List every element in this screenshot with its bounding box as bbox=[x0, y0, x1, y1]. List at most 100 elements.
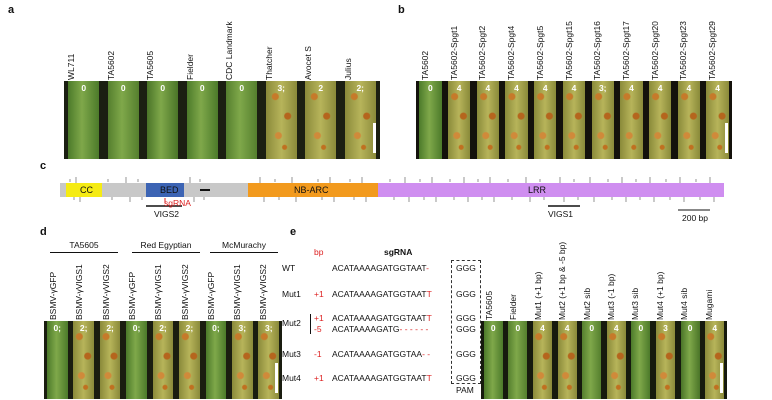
leaf-label: Fielder bbox=[184, 54, 195, 80]
infection-score: 4 bbox=[686, 83, 692, 93]
bp-header: bp bbox=[314, 247, 324, 257]
bed-domain bbox=[146, 183, 184, 197]
infection-score: 3 bbox=[663, 323, 668, 333]
bed-label: BED bbox=[160, 185, 179, 195]
leaf-label: TA5602-Spgt1 bbox=[448, 25, 459, 80]
leaf-segment: 4 bbox=[534, 81, 557, 159]
leaf-label: BSMV-γVIGS2 bbox=[179, 264, 190, 320]
infection-score: 0 bbox=[638, 323, 644, 333]
pam-sequence: GGG bbox=[456, 263, 476, 273]
scale-bar bbox=[373, 123, 376, 153]
scale-bar bbox=[725, 123, 728, 153]
mutant-name: Mut1 bbox=[282, 289, 301, 299]
leaf-label: TA5602-Spgt2 bbox=[477, 25, 488, 80]
group-label: TA5605 bbox=[69, 240, 99, 250]
leaf-label: TA5602-Spgt4 bbox=[506, 25, 517, 80]
leaf-segment: 0 bbox=[582, 321, 602, 399]
pam-label: PAM bbox=[456, 385, 474, 395]
panel-e-letter: e bbox=[290, 226, 297, 238]
group-label: McMurachy bbox=[222, 240, 266, 250]
infection-score: 0 bbox=[589, 323, 595, 333]
infection-score: 2 bbox=[318, 83, 324, 93]
pam-sequence: GGG bbox=[456, 313, 476, 323]
panel-b-letter: b bbox=[398, 4, 405, 16]
nbarc-domain bbox=[248, 183, 378, 197]
vigs1-label: VIGS1 bbox=[548, 209, 574, 219]
insertion: T bbox=[426, 313, 432, 323]
bp-change: +1 bbox=[314, 313, 324, 323]
leaf-label: Mut3 sib bbox=[630, 287, 641, 320]
infection-score: 4 bbox=[657, 83, 663, 93]
leaf-label: BSMV-γGFP bbox=[126, 271, 137, 320]
scale-bar bbox=[720, 363, 723, 393]
panel-a-letter: a bbox=[8, 4, 15, 16]
leaf-label: BSMV-γGFP bbox=[48, 271, 58, 320]
gene-structure-diagram bbox=[60, 177, 724, 211]
infection-score: 4 bbox=[571, 83, 577, 93]
infection-score: 3; bbox=[598, 83, 607, 93]
leaf-segment: 0 bbox=[483, 321, 503, 399]
leaf-segment: 0; bbox=[205, 321, 227, 399]
leaf-label: TA5605 bbox=[145, 50, 155, 80]
leaf-segment: 3; bbox=[232, 321, 253, 399]
infection-score: 3; bbox=[277, 83, 286, 93]
leaf-segment: 0 bbox=[68, 81, 100, 159]
leaf-segment: 4 bbox=[677, 81, 701, 159]
leaf-segment: 2; bbox=[152, 321, 174, 399]
leaf-segment: 3; bbox=[265, 81, 297, 159]
leaf-label: WL711 bbox=[66, 53, 76, 80]
leaf-segment: 4 bbox=[562, 81, 586, 159]
leaf-segment: 4 bbox=[705, 321, 725, 399]
leaf-segment: 0 bbox=[226, 81, 258, 159]
sgrna-label: sgRNA bbox=[164, 198, 191, 208]
infection-score: 3; bbox=[238, 323, 247, 333]
leaf-segment: 0 bbox=[508, 321, 528, 399]
infection-score: 0 bbox=[239, 83, 245, 93]
infection-score: 0 bbox=[515, 323, 521, 333]
pam-sequence: GGG bbox=[456, 324, 476, 334]
leaf-label: Thatcher bbox=[263, 46, 274, 80]
infection-score: 0; bbox=[53, 323, 61, 333]
infection-score: 4 bbox=[540, 323, 545, 333]
leaf-segment: 0 bbox=[186, 81, 218, 159]
lrr-domain bbox=[378, 183, 724, 197]
bp-change: -1 bbox=[314, 349, 322, 359]
leaf-label: TA5602 bbox=[105, 50, 116, 80]
panel-a-leaf-image: 0 0 0 0 0 3; 2 2; bbox=[64, 81, 380, 159]
leaf-label: CDC Landmark bbox=[224, 21, 234, 80]
panel-e-leaf-image: 0 0 4 4 0 4 0 3 0 4 bbox=[481, 321, 727, 399]
cc-label: CC bbox=[80, 185, 93, 195]
infection-score: 0 bbox=[81, 83, 87, 93]
infection-score: 4 bbox=[712, 323, 718, 333]
leaf-label: TA5602-Spgt29 bbox=[707, 21, 717, 80]
group-label: Red Egyptian bbox=[140, 240, 192, 250]
infection-score: 0 bbox=[160, 83, 166, 93]
sequence: ACATAAAAGATG- - - - - - bbox=[332, 324, 428, 334]
group-underline bbox=[50, 252, 118, 253]
leaf-label: Avocet S bbox=[303, 46, 313, 80]
leaf-segment: 4 bbox=[648, 81, 672, 159]
sequence-bases: ACATAAAAGATGGTAA bbox=[332, 349, 423, 359]
leaf-label: Julius bbox=[342, 58, 353, 80]
leaf-segment: 0; bbox=[126, 321, 147, 399]
sequence: ACATAAAAGATGGTAAT- bbox=[332, 263, 429, 273]
leaf-label: BSMV-γVIGS2 bbox=[258, 264, 269, 320]
leaf-segment: 4 bbox=[447, 81, 471, 159]
deletion-gap: - - bbox=[422, 349, 431, 359]
mutant-name: Mut2 bbox=[282, 318, 301, 328]
bp-change: -5 bbox=[314, 324, 322, 334]
insertion: T bbox=[426, 373, 432, 383]
leaf-label: BSMV-γVIGS1 bbox=[153, 264, 164, 320]
pam-sequence: GGG bbox=[456, 349, 476, 359]
leaf-segment: 0 bbox=[147, 81, 179, 159]
leaf-label: Mut4 (+1 bp) bbox=[654, 271, 665, 320]
sequence: ACATAAAAGATGGTAATT bbox=[332, 289, 432, 299]
leaf-label: BSMV-γVIGS1 bbox=[74, 264, 85, 320]
infection-score: 0 bbox=[199, 83, 205, 93]
deletion-gap: - - - - - - bbox=[399, 324, 429, 334]
deletion-gap: - bbox=[426, 263, 429, 273]
leaf-segment: 2 bbox=[305, 81, 337, 159]
panel-d-leaf-image: 0; 2; 2; 0; 2; 2; 0; 3; 3; bbox=[44, 321, 282, 399]
infection-score: 4 bbox=[564, 323, 570, 333]
leaf-segment: 4 bbox=[476, 81, 500, 159]
